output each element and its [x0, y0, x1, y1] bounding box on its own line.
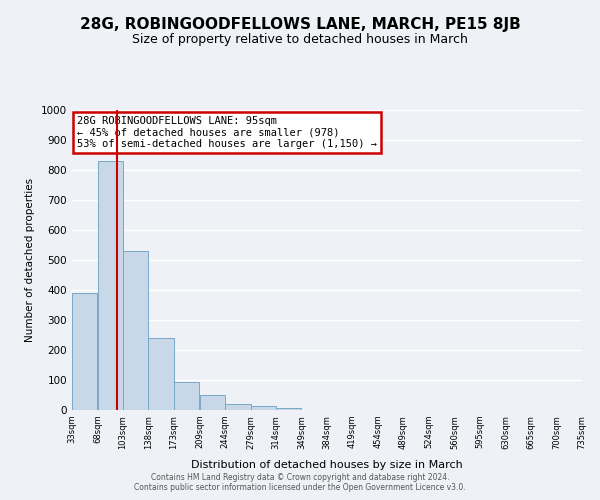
Bar	[200, 395, 225, 410]
Bar	[226, 404, 251, 410]
Text: 28G, ROBINGOODFELLOWS LANE, MARCH, PE15 8JB: 28G, ROBINGOODFELLOWS LANE, MARCH, PE15 …	[80, 18, 520, 32]
Text: Size of property relative to detached houses in March: Size of property relative to detached ho…	[132, 32, 468, 46]
Bar	[123, 251, 148, 410]
Bar	[251, 406, 276, 410]
Bar	[277, 408, 301, 410]
Bar	[148, 338, 173, 410]
Text: 28G ROBINGOODFELLOWS LANE: 95sqm
← 45% of detached houses are smaller (978)
53% : 28G ROBINGOODFELLOWS LANE: 95sqm ← 45% o…	[77, 116, 377, 149]
Bar	[174, 382, 199, 410]
X-axis label: Distribution of detached houses by size in March: Distribution of detached houses by size …	[191, 460, 463, 470]
Bar	[98, 161, 122, 410]
Text: Contains HM Land Registry data © Crown copyright and database right 2024.
Contai: Contains HM Land Registry data © Crown c…	[134, 473, 466, 492]
Y-axis label: Number of detached properties: Number of detached properties	[25, 178, 35, 342]
Bar	[72, 293, 97, 410]
